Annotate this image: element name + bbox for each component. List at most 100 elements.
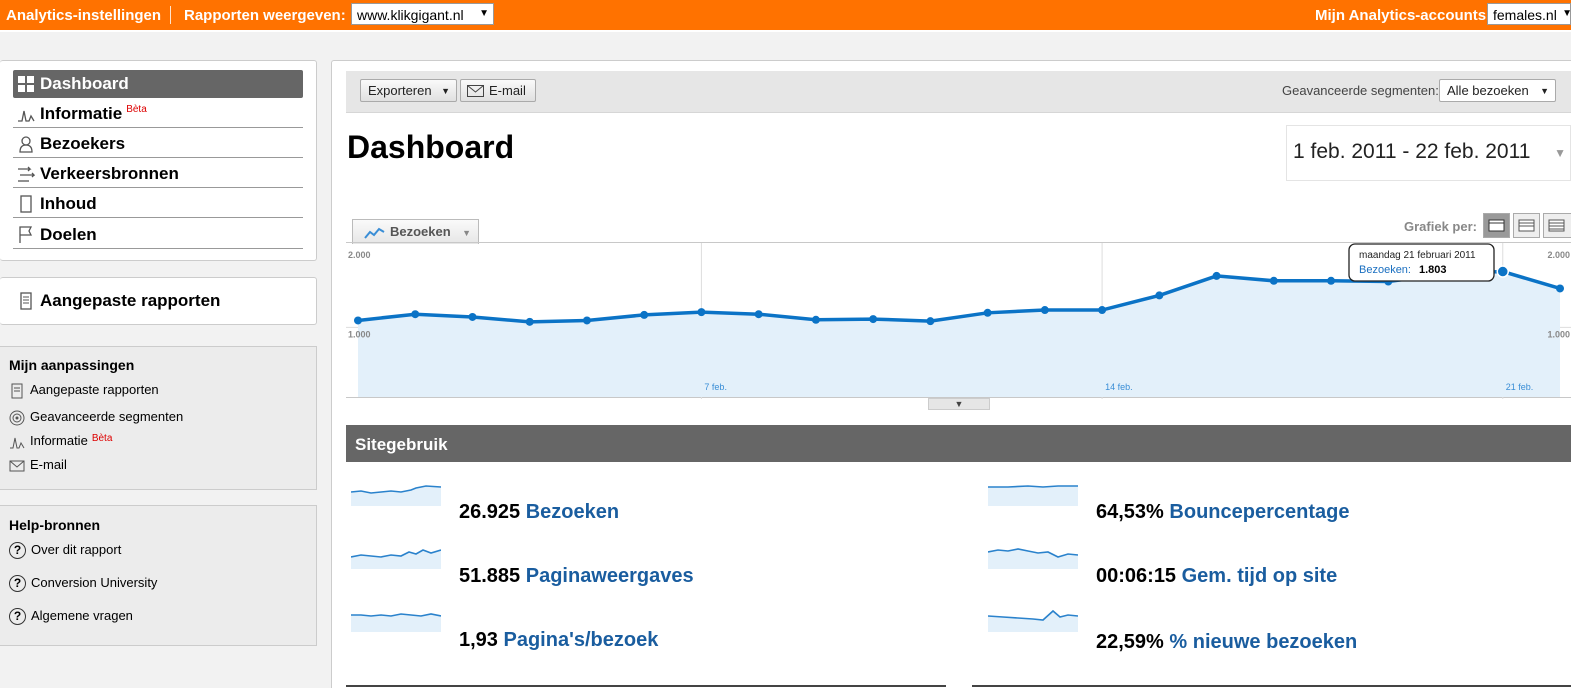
my-customizations-title: Mijn aanpassingen	[9, 357, 135, 373]
link-label: Over dit rapport	[31, 542, 122, 557]
advanced-segments-label: Geavanceerde segmenten:	[1282, 83, 1439, 98]
link-label: Geavanceerde segmenten	[30, 409, 184, 424]
dropdown-arrow-icon: ▼	[462, 228, 471, 238]
link-label: Algemene vragen	[31, 608, 133, 623]
header-stripe	[0, 30, 1571, 32]
flag-icon	[19, 226, 33, 243]
graph-per-label: Grafiek per:	[1404, 219, 1477, 234]
metric-select[interactable]: Bezoeken ▼	[352, 219, 479, 244]
collapse-chart-button[interactable]: ▼	[928, 398, 990, 410]
section-divider	[972, 685, 1571, 687]
dropdown-arrow-icon: ▼	[1554, 146, 1566, 160]
view-reports-label: Rapporten weergeven:	[184, 7, 346, 24]
person-icon	[19, 136, 33, 153]
select-value: Alle bezoeken	[1447, 83, 1529, 98]
nav-label: Dashboard	[40, 74, 129, 93]
stat-value: 64,53%	[1096, 501, 1164, 523]
report-toolbar: Exporteren ▼ E-mail Geavanceerde segment…	[346, 71, 1571, 113]
report-icon	[20, 292, 32, 310]
account-select-value: females.nl	[1493, 7, 1557, 23]
data-point	[525, 317, 534, 326]
week-view-icon	[1518, 219, 1535, 232]
segments-select[interactable]: Alle bezoeken ▼	[1439, 79, 1556, 102]
nav-dashboard[interactable]: Dashboard	[13, 70, 303, 98]
month-view-icon	[1548, 219, 1565, 232]
stat-name-link[interactable]: Gem. tijd op site	[1181, 565, 1338, 587]
page-icon	[20, 195, 32, 213]
y-tick-label: 2.000	[1547, 250, 1570, 260]
stat-pages-per-visit: 1,93 Pagina's/bezoek	[459, 629, 658, 652]
nav-verkeersbronnen[interactable]: Verkeersbronnen	[13, 160, 303, 188]
data-point	[640, 310, 649, 319]
data-point	[1269, 276, 1278, 285]
nav-bezoekers[interactable]: Bezoekers	[13, 130, 303, 158]
stat-name-link[interactable]: Pagina's/bezoek	[503, 629, 659, 651]
export-button[interactable]: Exporteren ▼	[360, 79, 457, 102]
faq-link[interactable]: ? Algemene vragen	[9, 608, 133, 626]
stat-name-link[interactable]: Paginaweergaves	[525, 565, 694, 587]
sparkline-pageviews	[351, 549, 441, 569]
about-report-link[interactable]: ? Over dit rapport	[9, 542, 122, 560]
nav-doelen[interactable]: Doelen	[13, 221, 303, 249]
stat-name-link[interactable]: % nieuwe bezoeken	[1169, 631, 1358, 653]
data-point	[1155, 291, 1164, 300]
date-range-value: 1 feb. 2011 - 22 feb. 2011	[1293, 140, 1531, 163]
data-point	[926, 317, 935, 326]
stat-value: 22,59%	[1096, 631, 1164, 653]
email-icon	[467, 85, 484, 97]
stat-name-link[interactable]: Bezoeken	[525, 501, 620, 523]
account-select[interactable]: females.nl ▼	[1487, 3, 1571, 25]
data-point	[1040, 306, 1049, 315]
main-nav-box: Dashboard Informatie Bèta Bezoekers Verke…	[0, 60, 317, 261]
day-view-icon	[1488, 219, 1505, 232]
target-icon	[9, 410, 25, 426]
advanced-segments-link[interactable]: Geavanceerde segmenten	[9, 409, 183, 426]
nav-label: Doelen	[40, 225, 97, 244]
nav-custom-reports[interactable]: Aangepaste rapporten	[13, 287, 303, 315]
button-label: Exporteren	[368, 83, 432, 98]
custom-reports-link[interactable]: Aangepaste rapporten	[9, 382, 159, 399]
chart-svg: 2.000 1.000 2.000 1.000 7 feb. 14 feb. 21 feb.…	[346, 243, 1571, 399]
site-select[interactable]: www.klikgigant.nl ▼	[351, 3, 494, 25]
tooltip-metric: Bezoeken:	[1359, 264, 1411, 276]
data-point	[1556, 284, 1564, 293]
stat-value: 51.885	[459, 565, 521, 587]
graph-per-day-button[interactable]	[1483, 213, 1510, 238]
email-button[interactable]: E-mail	[460, 79, 536, 102]
help-resources-title: Help-bronnen	[9, 517, 100, 533]
chart-area	[358, 271, 1560, 397]
email-link[interactable]: E-mail	[9, 457, 67, 474]
sparkline-bounce	[988, 485, 1078, 506]
my-customizations-box: Mijn aanpassingen Aangepaste rapporten G…	[0, 346, 317, 490]
divider	[170, 6, 171, 24]
graph-per-month-button[interactable]	[1543, 213, 1571, 238]
dropdown-arrow-icon: ▼	[479, 8, 489, 19]
arrows-icon	[18, 166, 35, 182]
data-point	[869, 315, 878, 324]
x-tick-label: 21 feb.	[1506, 382, 1534, 392]
stat-new-visits: 22,59% % nieuwe bezoeken	[1096, 631, 1357, 654]
link-label: Aangepaste rapporten	[30, 382, 159, 397]
site-usage-header: Sitegebruik	[346, 425, 1571, 462]
data-point	[1212, 271, 1221, 280]
nav-informatie[interactable]: Informatie Bèta	[13, 100, 303, 128]
sparkline-pages-per-visit	[351, 613, 441, 632]
graph-per-week-button[interactable]	[1513, 213, 1540, 238]
informatie-link[interactable]: Informatie Bèta	[9, 433, 112, 450]
site-select-value: www.klikgigant.nl	[357, 7, 464, 23]
x-tick-label: 7 feb.	[704, 382, 727, 392]
date-range-picker[interactable]: 1 feb. 2011 - 22 feb. 2011 ▼	[1286, 125, 1571, 181]
help-icon: ?	[9, 608, 26, 626]
dropdown-arrow-icon: ▼	[1562, 8, 1570, 19]
y-tick-label: 1.000	[348, 329, 371, 339]
conversion-university-link[interactable]: ? Conversion University	[9, 575, 157, 593]
stat-value: 00:06:15	[1096, 565, 1177, 587]
help-icon: ?	[9, 575, 26, 593]
data-point	[354, 316, 362, 325]
stat-pageviews: 51.885 Paginaweergaves	[459, 565, 694, 588]
stat-visits: 26.925 Bezoeken	[459, 501, 619, 524]
stat-name-link[interactable]: Bouncepercentage	[1169, 501, 1350, 523]
report-icon	[11, 383, 23, 399]
analytics-settings-link[interactable]: Analytics-instellingen	[6, 7, 162, 24]
nav-inhoud[interactable]: Inhoud	[13, 190, 303, 218]
